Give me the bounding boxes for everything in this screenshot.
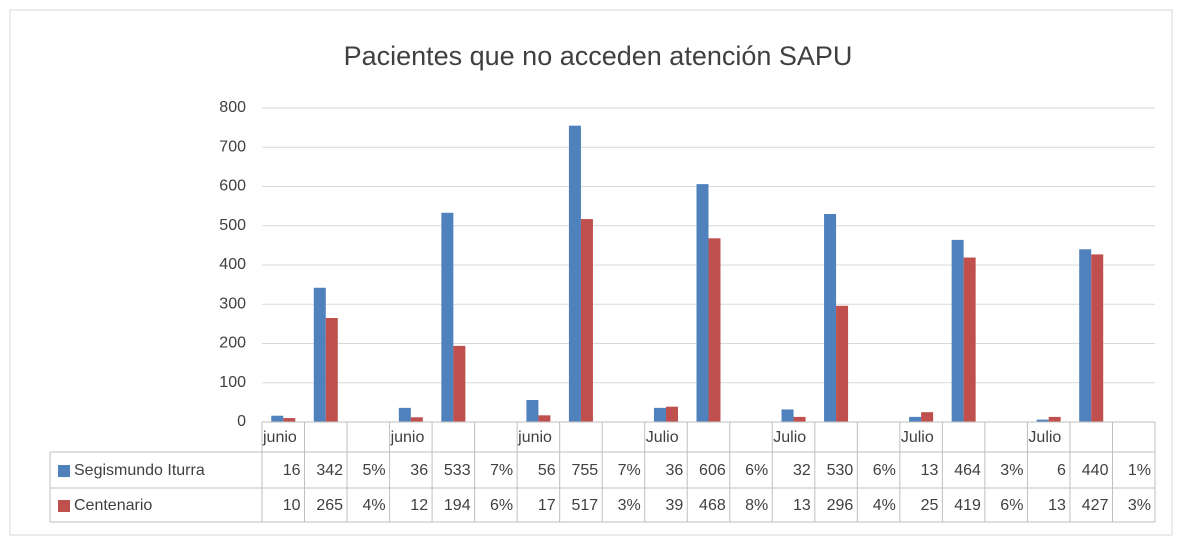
bar	[665, 406, 678, 422]
bar	[1091, 254, 1104, 422]
chart-title: Pacientes que no acceden atención SAPU	[344, 41, 853, 71]
legend-swatch	[58, 465, 70, 477]
table-value: 17	[538, 497, 556, 514]
table-value: 440	[1082, 462, 1109, 479]
table-value: 4%	[362, 497, 385, 514]
table-value: 342	[316, 462, 343, 479]
bar	[283, 418, 296, 422]
table-value: 606	[699, 462, 726, 479]
legend-label: Segismundo Iturra	[74, 462, 205, 479]
bar	[793, 416, 806, 422]
bar	[696, 184, 709, 422]
table-value: 6%	[1000, 497, 1023, 514]
bar	[836, 305, 849, 422]
table-value: 1%	[1128, 462, 1151, 479]
table-value: 10	[283, 497, 301, 514]
legend-label: Centenario	[74, 497, 152, 514]
bar	[271, 415, 284, 422]
y-tick-label: 200	[219, 335, 246, 352]
bar	[453, 345, 466, 422]
y-tick-label: 100	[219, 374, 246, 391]
table-value: 25	[921, 497, 939, 514]
table-value: 3%	[618, 497, 641, 514]
table-value: 194	[444, 497, 471, 514]
x-tick-label: Julio	[773, 429, 806, 446]
table-value: 39	[665, 497, 683, 514]
bar	[781, 409, 794, 422]
table-value: 6%	[873, 462, 896, 479]
bar	[526, 400, 539, 422]
x-tick-label: junio	[390, 429, 425, 446]
bar	[824, 213, 837, 422]
table-value: 13	[1048, 497, 1066, 514]
table-value: 7%	[490, 462, 513, 479]
y-tick-label: 800	[219, 99, 246, 116]
table-value: 3%	[1000, 462, 1023, 479]
bar	[1048, 416, 1061, 422]
table-value: 3%	[1128, 497, 1151, 514]
bar	[1036, 419, 1049, 422]
bar	[909, 416, 922, 422]
table-value: 6%	[745, 462, 768, 479]
bar	[1079, 249, 1092, 422]
table-value: 296	[827, 497, 854, 514]
table-value: 265	[316, 497, 343, 514]
table-value: 517	[571, 497, 598, 514]
table-value: 533	[444, 462, 471, 479]
table-value: 6%	[490, 497, 513, 514]
bar	[313, 287, 326, 422]
bar	[708, 238, 721, 422]
x-tick-label: junio	[262, 429, 297, 446]
table-value: 427	[1082, 497, 1109, 514]
bar	[951, 239, 964, 422]
bar	[441, 212, 454, 422]
table-value: 530	[827, 462, 854, 479]
y-tick-label: 600	[219, 178, 246, 195]
y-tick-label: 700	[219, 138, 246, 155]
x-tick-label: Julio	[646, 429, 679, 446]
bar	[325, 317, 338, 422]
x-tick-label: Julio	[901, 429, 934, 446]
y-tick-label: 300	[219, 295, 246, 312]
bar	[538, 415, 551, 422]
table-value: 36	[665, 462, 683, 479]
table-value: 5%	[362, 462, 385, 479]
bar	[653, 407, 666, 422]
table-value: 13	[921, 462, 939, 479]
y-tick-label: 0	[237, 413, 246, 430]
bar	[963, 257, 976, 422]
table-value: 755	[571, 462, 598, 479]
table-value: 8%	[745, 497, 768, 514]
table-value: 464	[954, 462, 981, 479]
table-value: 6	[1057, 462, 1066, 479]
legend-swatch	[58, 500, 70, 512]
table-value: 36	[410, 462, 428, 479]
table-value: 56	[538, 462, 556, 479]
bar	[568, 125, 581, 422]
y-tick-label: 400	[219, 256, 246, 273]
table-value: 7%	[618, 462, 641, 479]
table-value: 4%	[873, 497, 896, 514]
bar	[580, 219, 593, 422]
bar	[410, 417, 423, 422]
table-value: 16	[283, 462, 301, 479]
table-value: 419	[954, 497, 981, 514]
table-value: 32	[793, 462, 811, 479]
table-value: 468	[699, 497, 726, 514]
table-value: 12	[410, 497, 428, 514]
table-value: 13	[793, 497, 811, 514]
bar	[398, 407, 411, 422]
x-tick-label: Julio	[1028, 429, 1061, 446]
x-tick-label: junio	[517, 429, 552, 446]
y-tick-label: 500	[219, 217, 246, 234]
bar	[921, 412, 934, 422]
